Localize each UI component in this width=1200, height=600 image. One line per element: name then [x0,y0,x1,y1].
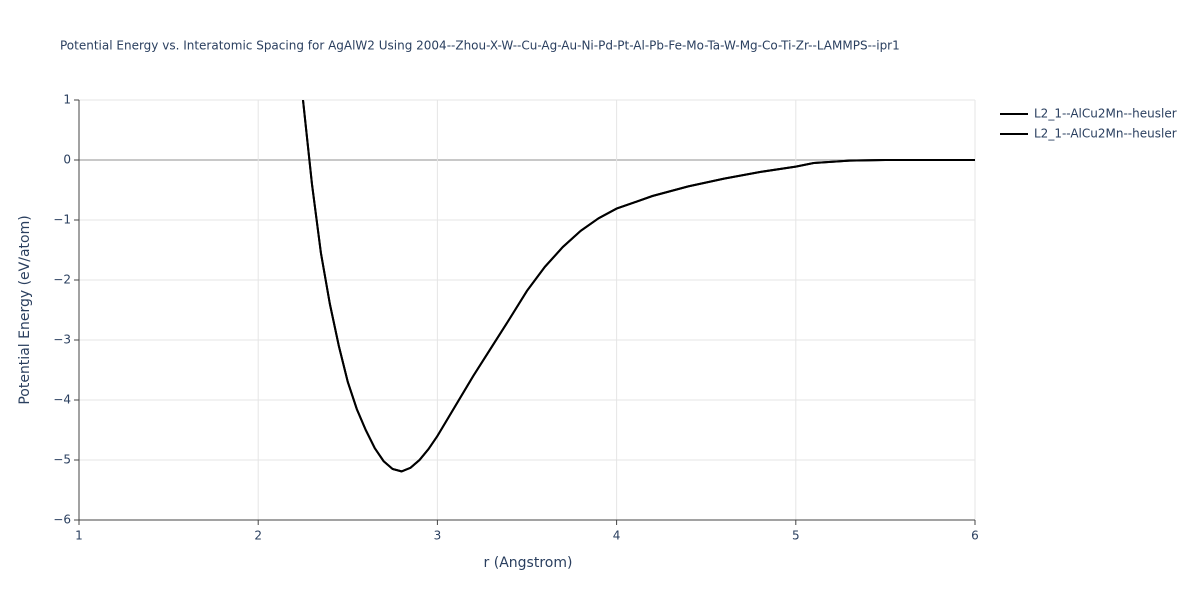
y-axis-title: Potential Energy (eV/atom) [17,215,33,404]
legend-label: L2_1--AlCu2Mn--heusler [1034,127,1177,141]
y-tick-label: 1 [63,93,71,107]
x-tick-label: 6 [971,529,979,543]
chart-title: Potential Energy vs. Interatomic Spacing… [60,39,900,53]
x-tick-label: 2 [254,529,262,543]
y-tick-label: −4 [53,393,71,407]
y-tick-label: −1 [53,213,71,227]
x-tick-label: 1 [75,529,83,543]
series-line [302,100,975,473]
y-tick-label: 0 [63,153,71,167]
grid [78,99,976,521]
axes: −6 −5 −4 −3 −2 −1 0 1 1 2 3 4 5 6 [53,93,979,543]
legend-label: L2_1--AlCu2Mn--heusler [1034,107,1177,121]
x-tick-label: 4 [613,529,621,543]
plot-area [302,100,975,473]
x-tick-label: 5 [792,529,800,543]
y-tick-label: −6 [53,513,71,527]
x-axis-title: r (Angstrom) [484,555,573,571]
y-tick-label: −5 [53,453,71,467]
y-tick-label: −3 [53,333,71,347]
series-line [302,100,975,473]
y-tick-label: −2 [53,273,71,287]
x-tick-label: 3 [434,529,442,543]
